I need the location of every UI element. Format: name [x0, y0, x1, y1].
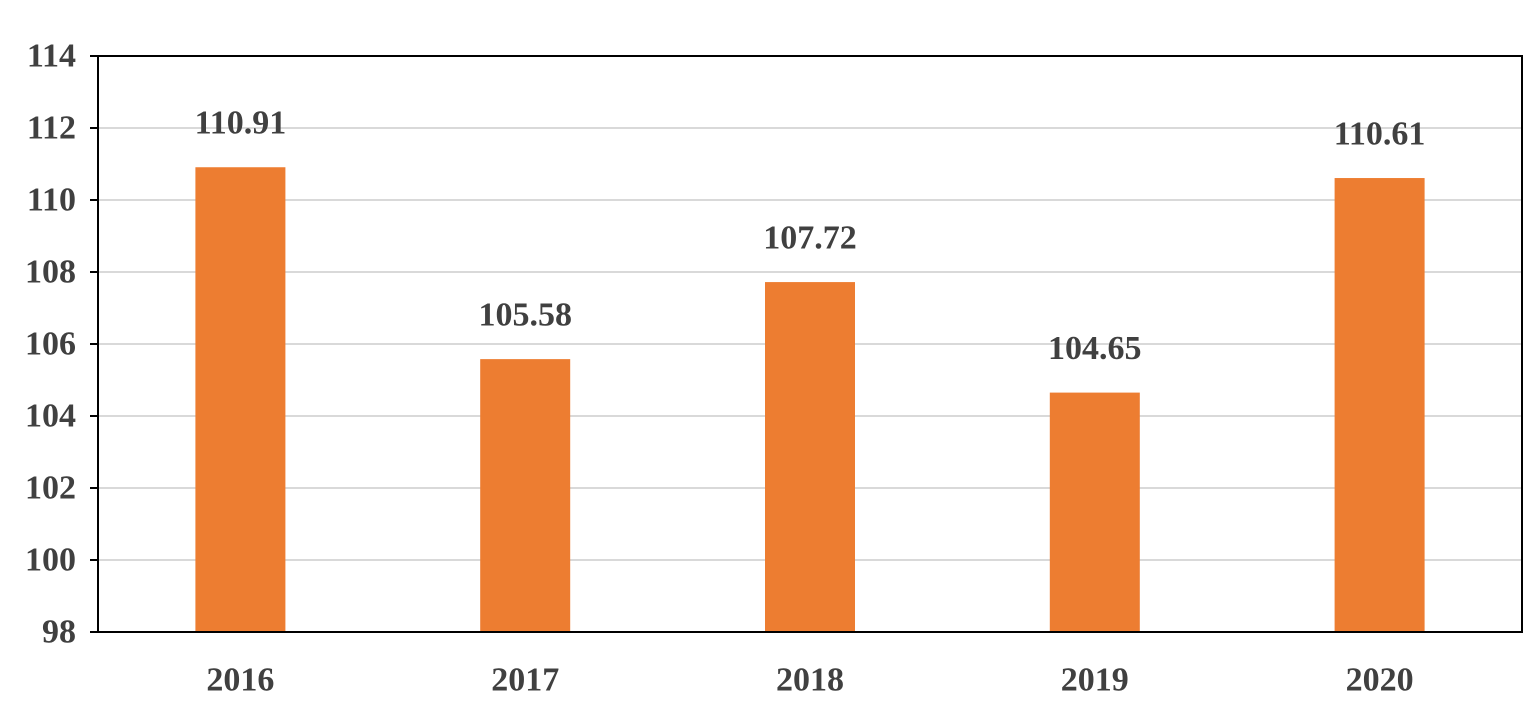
data-label: 105.58 — [478, 297, 572, 334]
y-tick-label: 112 — [27, 110, 76, 147]
x-tick-label: 2017 — [491, 662, 559, 699]
bar-2017 — [480, 359, 571, 632]
y-axis-ticks: 98 100 102 104 106 108 110 112 114 — [25, 38, 98, 651]
bar-2019 — [1049, 392, 1140, 632]
x-tick-label: 2016 — [206, 662, 274, 699]
x-axis-labels: 2016 2017 2018 2019 2020 — [206, 662, 1413, 699]
y-tick-label: 102 — [25, 470, 76, 507]
data-label: 110.61 — [1334, 116, 1426, 153]
data-label: 104.65 — [1048, 330, 1142, 367]
y-tick-label: 108 — [25, 254, 76, 291]
y-tick-label: 98 — [42, 614, 76, 651]
y-tick-label: 104 — [25, 398, 76, 435]
data-labels: 110.91 105.58 107.72 104.65 110.61 — [195, 105, 1426, 367]
y-tick-label: 110 — [27, 182, 76, 219]
bar-2018 — [765, 282, 855, 632]
y-tick-label: 106 — [25, 326, 76, 363]
x-tick-label: 2020 — [1346, 662, 1414, 699]
x-tick-label: 2018 — [776, 662, 844, 699]
y-tick-label: 114 — [27, 38, 76, 75]
bar-2020 — [1334, 178, 1425, 633]
y-tick-label: 100 — [25, 542, 76, 579]
bars — [195, 167, 1425, 633]
x-tick-label: 2019 — [1061, 662, 1129, 699]
data-label: 107.72 — [763, 220, 857, 257]
data-label: 110.91 — [195, 105, 287, 142]
bar-2016 — [195, 167, 286, 633]
